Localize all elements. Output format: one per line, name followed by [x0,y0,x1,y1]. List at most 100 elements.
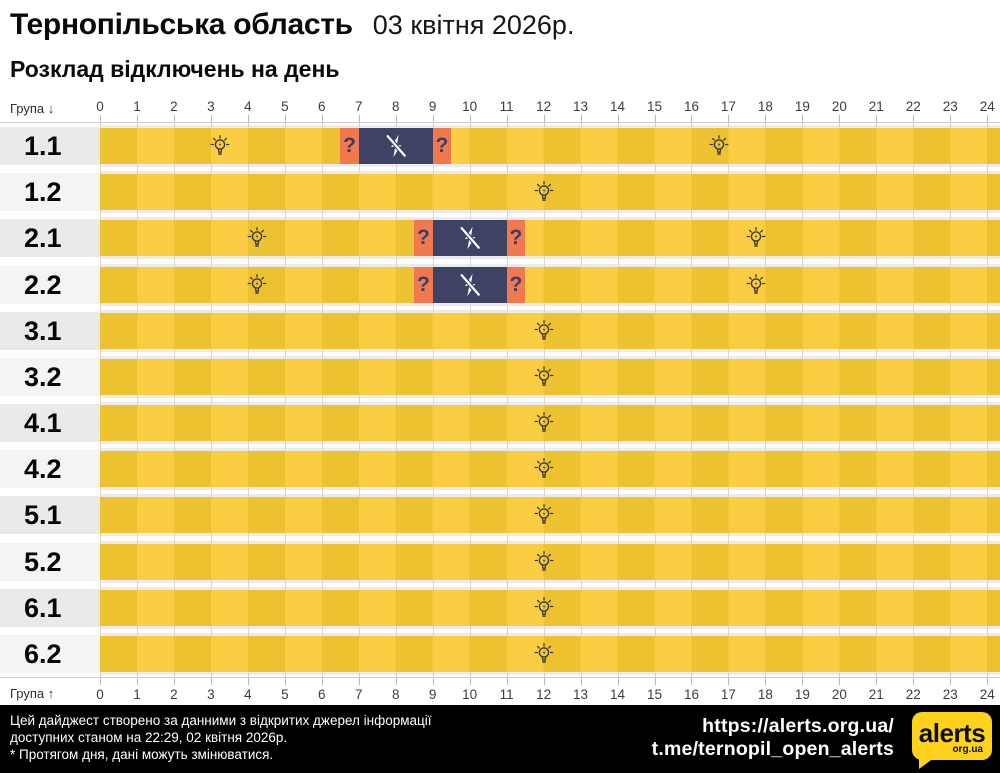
hour-label: 16 [683,99,699,114]
hour-label: 8 [391,99,400,114]
hour-label: 17 [720,99,736,114]
alerts-logo[interactable]: alerts org.ua [912,712,992,769]
hour-label: 11 [499,99,514,114]
schedule-row: 5.1 [0,492,1000,538]
hour-label: 11 [499,687,514,702]
hour-grid-line [913,123,915,677]
hour-tick [617,678,619,685]
hour-tick [395,115,397,122]
hour-tick [469,678,471,685]
hour-grid-line [580,123,582,677]
hour-tick [469,115,471,122]
hour-tick [395,678,397,685]
hour-label: 14 [610,99,626,114]
hour-label: 20 [831,99,847,114]
hour-label: 17 [720,687,736,702]
power-on-icon [746,273,766,294]
hour-label: 9 [428,687,437,702]
footer-links: https://alerts.org.ua/ t.me/ternopil_ope… [652,715,894,761]
power-on-bar: ? ? [100,128,1000,164]
hour-tick [876,115,878,122]
hour-label: 5 [281,687,289,702]
footer-link-site[interactable]: https://alerts.org.ua/ [702,715,894,737]
power-on-icon [534,412,554,432]
hour-grid-line [469,123,471,677]
hour-tick [210,678,212,685]
hour-tick [432,115,434,122]
power-on-icon [534,458,554,478]
hour-label: 1 [133,99,141,114]
hour-tick [728,678,730,685]
hour-label: 4 [244,687,252,702]
possible-outage-segment: ? [506,266,526,303]
hour-tick [913,115,915,122]
hour-tick [654,115,656,122]
alerts-logo-text: alerts [918,718,986,748]
power-on-bar [100,312,1000,349]
power-on-bar [100,635,1000,672]
hour-label: 22 [905,687,921,702]
hour-label: 13 [573,687,589,702]
outage-segment [432,266,507,303]
hour-tick [839,115,841,122]
hour-tick [617,115,619,122]
hour-label: 20 [831,687,847,702]
hour-label: 2 [170,99,178,114]
power-on-icon [746,227,766,248]
hour-label: 24 [979,687,995,702]
hour-axis-top: Група ↓ 0 1 2 3 4 5 6 7 8 9 10 11 12 13 14 15 16 17 18 19 20… [0,96,1000,123]
power-on-bar: ? ? [100,266,1000,303]
schedule-row: 6.2 [0,631,1000,677]
hour-tick [802,115,804,122]
power-on-bar [100,405,1000,441]
hour-label: 19 [794,99,810,114]
hour-grid-line [728,123,730,677]
hour-tick [506,678,508,685]
hour-label: 15 [646,687,663,702]
hour-label: 7 [355,99,363,114]
hour-tick [691,115,693,122]
outage-segment [432,220,507,257]
hour-tick [432,678,434,685]
footer: Цей дайджест створено за данними з відкр… [0,705,1000,773]
hour-label: 2 [170,687,178,702]
schedule-row: 2.2? ? [0,262,1000,308]
power-on-bar [100,451,1000,488]
hour-tick [802,678,804,685]
schedule-row: 2.1? ? [0,215,1000,261]
hour-tick [358,678,360,685]
hour-tick [839,678,841,685]
power-off-icon [459,273,481,296]
possible-outage-segment: ? [414,266,433,303]
hour-grid-line [617,123,619,677]
hour-label: 22 [905,99,921,114]
footer-link-telegram[interactable]: t.me/ternopil_open_alerts [651,738,894,760]
hour-grid-line [321,123,323,677]
power-on-icon [534,181,554,201]
schedule-date: 03 квітня 2026р. [372,10,575,40]
hour-label: 6 [318,687,326,702]
hour-tick [543,115,545,122]
hour-tick [765,115,767,122]
alerts-logo-subtext: org.ua [952,744,983,755]
power-on-icon [709,135,729,155]
hour-tick [728,115,730,122]
hour-label: 16 [683,687,699,702]
group-row-label: 6.2 [0,634,100,673]
hour-label: 10 [462,687,478,702]
hour-tick [136,678,138,685]
power-on-icon [534,596,554,617]
possible-outage-segment: ? [506,220,526,257]
schedule-row: 3.2 [0,354,1000,400]
hour-grid-line [136,123,138,677]
hour-grid-line [654,123,656,677]
hour-tick [358,115,360,122]
power-on-bar [100,174,1000,211]
hour-label: 3 [207,687,215,702]
hour-tick [100,115,101,122]
power-on-icon [534,365,554,386]
hour-tick [950,678,952,685]
hour-label: 23 [942,99,958,114]
hour-tick [987,678,989,685]
hour-label: 12 [536,99,552,114]
